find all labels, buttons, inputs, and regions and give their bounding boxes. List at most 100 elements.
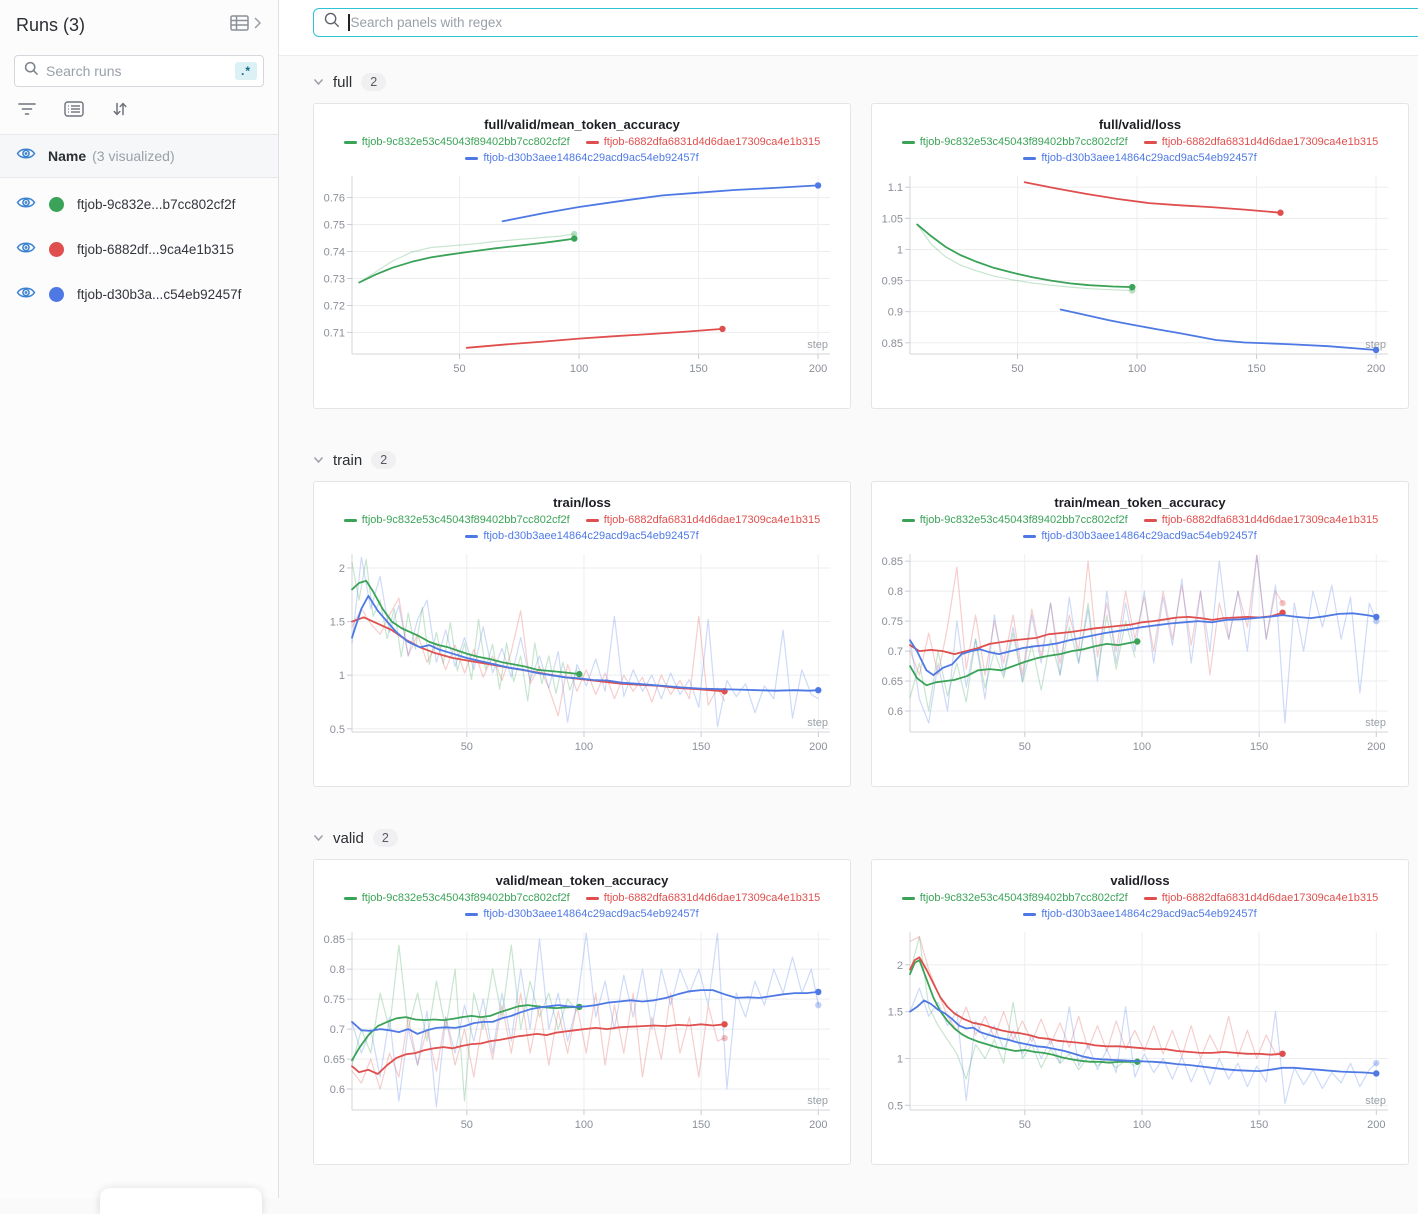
- legend-swatch: [585, 897, 599, 900]
- svg-text:0.5: 0.5: [888, 1100, 903, 1112]
- legend-swatch: [1143, 519, 1157, 522]
- svg-text:50: 50: [1019, 741, 1031, 753]
- chart-panel[interactable]: full/valid/mean_token_accuracy ftjob-9c83…: [313, 103, 851, 409]
- chart-plot[interactable]: 0.6 0.65 0.7 0.75 0.8 0.85 50 100 150 200 step: [322, 924, 840, 1138]
- run-row[interactable]: ftjob-6882df...9ca4e1b315: [0, 227, 278, 272]
- legend-item: ftjob-6882dfa6831d4d6dae17309ca4e1b315: [1143, 135, 1379, 150]
- svg-text:200: 200: [809, 741, 827, 753]
- regex-toggle-button[interactable]: .*: [234, 62, 257, 80]
- workspace-topbar: Search panels with regex: [279, 0, 1418, 56]
- filter-icon[interactable]: [18, 102, 36, 121]
- section-header[interactable]: full 2: [313, 73, 1418, 91]
- legend-item: ftjob-6882dfa6831d4d6dae17309ca4e1b315: [585, 135, 820, 150]
- legend-run-name: ftjob-6882dfa6831d4d6dae17309ca4e1b315: [1161, 136, 1379, 148]
- chart-panel[interactable]: train/loss ftjob-9c832e53c45043f89402bb7c…: [313, 481, 851, 787]
- panels-row: valid/mean_token_accuracy ftjob-9c832e53c…: [313, 859, 1418, 1165]
- svg-text:1.5: 1.5: [330, 617, 345, 629]
- legend-item: ftjob-9c832e53c45043f89402bb7cc802cf2f: [901, 891, 1128, 906]
- expand-table-chevron-icon[interactable]: [253, 16, 262, 35]
- panel-sections: full 2 full/valid/mean_token_accuracy ftjob…: [279, 56, 1418, 1165]
- legend-item: ftjob-d30b3aee14864c29acd9ac54eb92457f: [1023, 529, 1257, 544]
- svg-text:150: 150: [1250, 1119, 1268, 1131]
- search-runs-placeholder: Search runs: [46, 63, 122, 79]
- visualized-count-label: (3 visualized): [92, 148, 175, 164]
- svg-text:0.7: 0.7: [888, 646, 903, 658]
- chart-plot[interactable]: 0.85 0.9 0.95 1 1.05 1.1 50 100 150 200 step: [880, 168, 1398, 382]
- panels-row: train/loss ftjob-9c832e53c45043f89402bb7c…: [313, 481, 1418, 787]
- chart-title: valid/mean_token_accuracy: [495, 873, 669, 888]
- legend-swatch: [343, 141, 357, 144]
- svg-text:100: 100: [570, 363, 588, 375]
- sort-icon[interactable]: [112, 101, 128, 122]
- svg-text:100: 100: [575, 741, 593, 753]
- svg-text:200: 200: [809, 363, 827, 375]
- svg-text:150: 150: [692, 1119, 710, 1131]
- svg-text:0.73: 0.73: [324, 273, 345, 285]
- svg-text:200: 200: [1367, 1119, 1385, 1131]
- legend-run-name: ftjob-6882dfa6831d4d6dae17309ca4e1b315: [603, 514, 821, 526]
- chart-plot[interactable]: 0.6 0.65 0.7 0.75 0.8 0.85 50 100 150 200 step: [880, 546, 1398, 760]
- section-count-badge: 2: [361, 73, 387, 91]
- chart-panel[interactable]: train/mean_token_accuracy ftjob-9c832e53c…: [871, 481, 1409, 787]
- chart-plot[interactable]: 0.5 1 1.5 2 50 100 150 200 step: [880, 924, 1398, 1138]
- legend-swatch: [1023, 913, 1037, 916]
- svg-text:200: 200: [1367, 363, 1385, 375]
- chevron-down-icon: [313, 73, 324, 91]
- run-name-label: ftjob-d30b3a...c54eb92457f: [77, 287, 242, 302]
- search-panels-box[interactable]: Search panels with regex: [313, 8, 1418, 37]
- visibility-eye-icon[interactable]: [16, 285, 36, 305]
- search-runs-box[interactable]: Search runs .*: [14, 55, 264, 87]
- chart-legend: ftjob-9c832e53c45043f89402bb7cc802cf2f ft…: [326, 513, 838, 544]
- run-row[interactable]: ftjob-d30b3a...c54eb92457f: [0, 272, 278, 317]
- chart-title: full/valid/mean_token_accuracy: [484, 117, 680, 132]
- chart-plot[interactable]: 0.5 1 1.5 2 50 100 150 200 step: [322, 546, 840, 760]
- section-label: train: [333, 451, 363, 469]
- section-count-badge: 2: [372, 829, 398, 847]
- legend-swatch: [465, 535, 479, 538]
- chart-title: full/valid/loss: [1098, 117, 1182, 132]
- chart-plot[interactable]: 0.71 0.72 0.73 0.74 0.75 0.76 50 100 150 200 step: [322, 168, 840, 382]
- visibility-all-eye-icon[interactable]: [16, 146, 36, 166]
- svg-text:2: 2: [897, 960, 903, 972]
- legend-item: ftjob-6882dfa6831d4d6dae17309ca4e1b315: [1143, 513, 1378, 528]
- table-view-icon[interactable]: [229, 14, 251, 37]
- svg-text:1: 1: [897, 244, 903, 256]
- svg-text:0.5: 0.5: [330, 724, 345, 736]
- svg-text:0.85: 0.85: [324, 934, 345, 946]
- svg-text:1: 1: [897, 1053, 903, 1065]
- legend-item: ftjob-9c832e53c45043f89402bb7cc802cf2f: [901, 135, 1128, 150]
- legend-item: ftjob-d30b3aee14864c29acd9ac54eb92457f: [465, 529, 699, 544]
- legend-swatch: [343, 897, 357, 900]
- visibility-eye-icon[interactable]: [16, 195, 36, 215]
- legend-item: ftjob-9c832e53c45043f89402bb7cc802cf2f: [343, 891, 570, 906]
- visibility-eye-icon[interactable]: [16, 240, 36, 260]
- chart-panel[interactable]: valid/mean_token_accuracy ftjob-9c832e53c…: [313, 859, 851, 1165]
- svg-text:1.5: 1.5: [888, 1007, 903, 1019]
- legend-run-name: ftjob-d30b3aee14864c29acd9ac54eb92457f: [483, 152, 699, 164]
- legend-run-name: ftjob-d30b3aee14864c29acd9ac54eb92457f: [1041, 152, 1257, 164]
- svg-text:0.8: 0.8: [330, 964, 345, 976]
- svg-text:0.65: 0.65: [882, 676, 903, 688]
- search-icon: [324, 12, 340, 33]
- legend-run-name: ftjob-9c832e53c45043f89402bb7cc802cf2f: [361, 514, 570, 526]
- svg-text:step: step: [807, 717, 828, 729]
- run-name-label: ftjob-6882df...9ca4e1b315: [77, 242, 234, 257]
- section-label: valid: [333, 829, 364, 847]
- legend-swatch: [343, 519, 357, 522]
- chart-panel[interactable]: valid/loss ftjob-9c832e53c45043f89402bb7c…: [871, 859, 1409, 1165]
- svg-text:50: 50: [453, 363, 465, 375]
- section-header[interactable]: train 2: [313, 451, 1418, 469]
- svg-text:1.1: 1.1: [888, 182, 903, 194]
- svg-text:0.85: 0.85: [882, 556, 903, 568]
- group-list-icon[interactable]: [64, 101, 84, 122]
- legend-swatch: [901, 519, 915, 522]
- legend-item: ftjob-6882dfa6831d4d6dae17309ca4e1b315: [585, 891, 820, 906]
- section-header[interactable]: valid 2: [313, 829, 1418, 847]
- chart-panel[interactable]: full/valid/loss ftjob-9c832e53c45043f8940…: [871, 103, 1409, 409]
- svg-text:200: 200: [809, 1119, 827, 1131]
- search-panels-placeholder: Search panels with regex: [350, 15, 503, 30]
- legend-swatch: [585, 141, 599, 144]
- svg-text:150: 150: [689, 363, 707, 375]
- run-row[interactable]: ftjob-9c832e...b7cc802cf2f: [0, 182, 278, 227]
- svg-text:150: 150: [1247, 363, 1265, 375]
